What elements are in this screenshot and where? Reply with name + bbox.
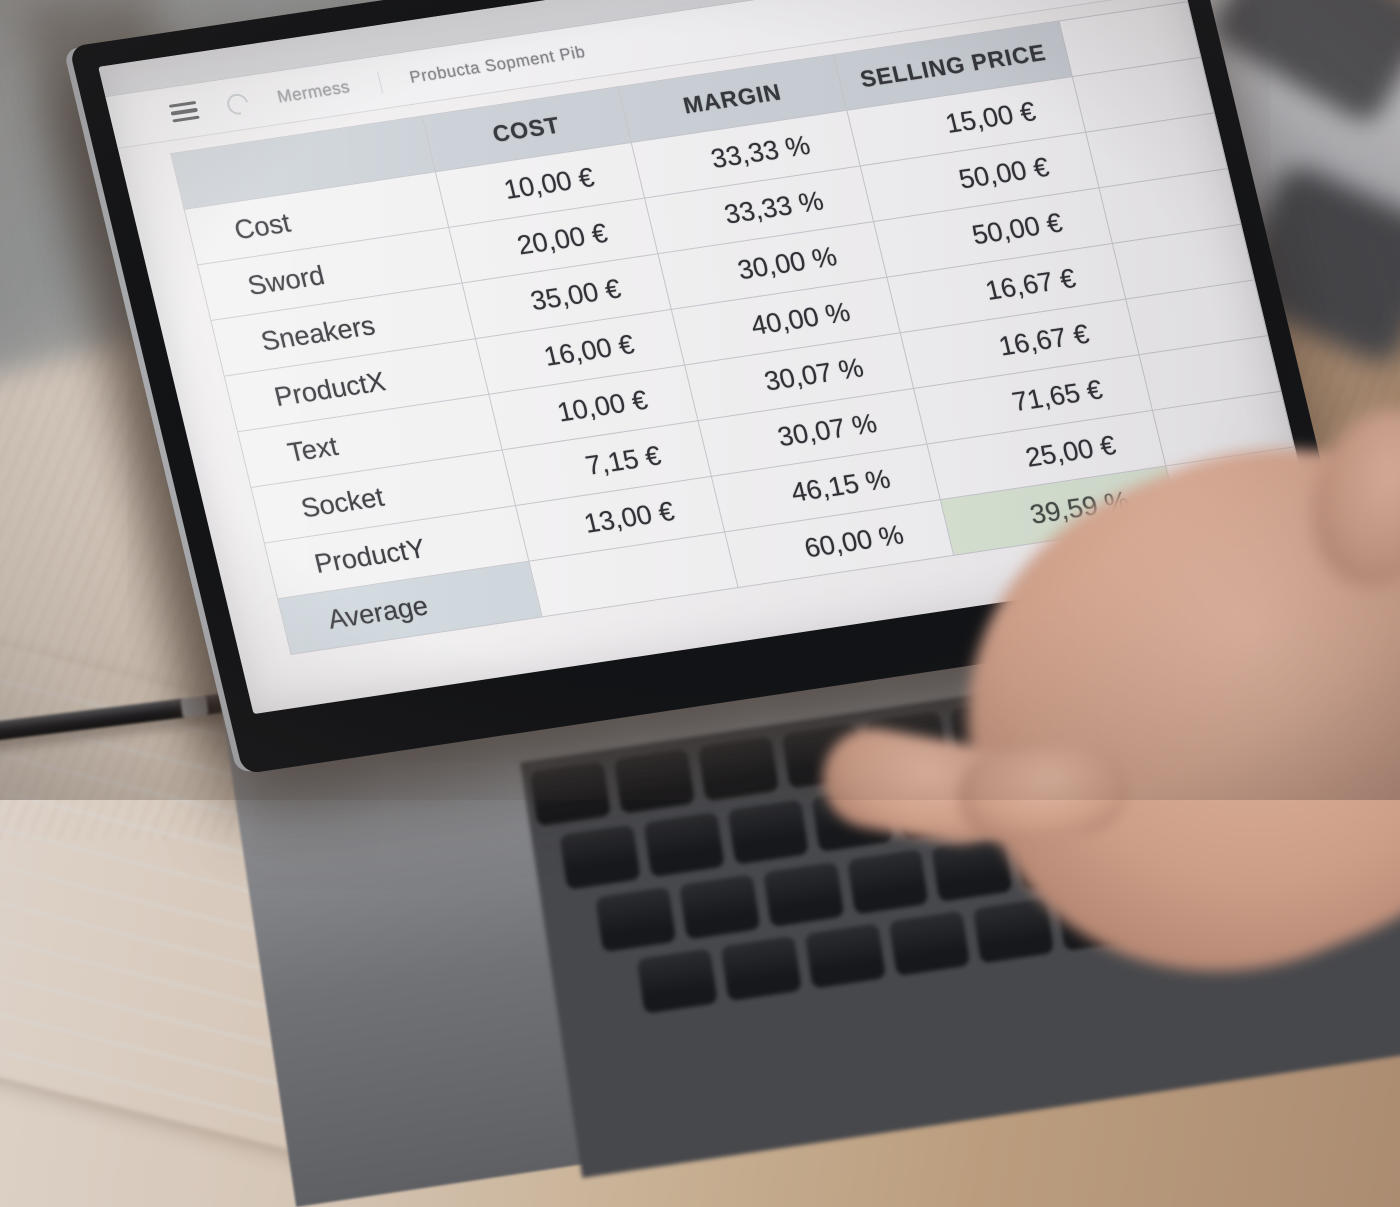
keyboard-key [973,897,1054,963]
keyboard-key [805,922,886,988]
site-name: Mermess [275,77,352,107]
hamburger-icon[interactable] [169,101,200,122]
keyboard-key [636,948,717,1014]
toolbar-divider [377,72,383,94]
keyboard-key [614,748,695,814]
reload-icon[interactable] [223,89,252,117]
keyboard-key [889,910,970,976]
keyboard-key [530,760,611,826]
keyboard-key [559,824,640,890]
keyboard-key [763,861,844,927]
keyboard-key [595,886,676,952]
keyboard-key [643,811,724,877]
keyboard-key [727,799,808,865]
photo-scene: Mermess Probucta Sopment Pib COST MARGIN… [0,0,1400,800]
document-title: Probucta Sopment Pib [408,43,588,88]
keyboard-key [698,735,779,801]
keyboard-key [679,873,760,939]
keyboard-key [847,848,928,914]
keyboard-key [721,935,802,1001]
